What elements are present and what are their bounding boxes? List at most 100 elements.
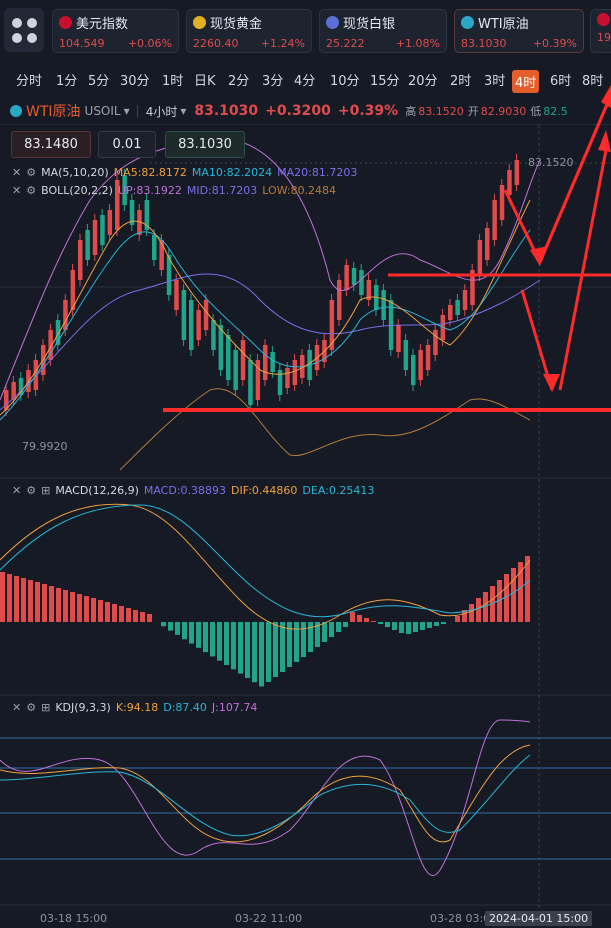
candle xyxy=(455,300,460,315)
tab-timeframe[interactable]: 10分 xyxy=(330,74,360,89)
macd-bar xyxy=(98,600,103,622)
tab-timeframe[interactable]: 4时 xyxy=(512,70,540,93)
macd-bar xyxy=(483,592,488,622)
macd-bar xyxy=(238,622,243,674)
candle xyxy=(174,280,179,310)
macd-bar xyxy=(343,622,348,627)
macd-bar xyxy=(140,612,145,622)
tab-timeframe[interactable]: 20分 xyxy=(408,74,438,89)
macd-bar xyxy=(28,580,33,622)
candle xyxy=(344,265,349,290)
grid-menu-icon[interactable] xyxy=(4,8,44,52)
ticker-name: 美元指数 xyxy=(76,17,129,32)
tab-timeframe[interactable]: 4分 xyxy=(294,74,316,89)
quantity-input[interactable]: 0.01 xyxy=(98,131,156,158)
settings-icon[interactable]: ⚙ xyxy=(26,701,37,714)
tab-timeframe[interactable]: 分时 xyxy=(16,74,43,89)
macd-value: MACD:0.38893 xyxy=(143,484,227,497)
j-value: J:107.74 xyxy=(211,701,258,714)
tab-timeframe[interactable]: 3分 xyxy=(262,74,284,89)
macd-bar xyxy=(63,590,68,622)
candle xyxy=(255,360,261,400)
candle xyxy=(122,175,127,205)
tab-timeframe[interactable]: 2分 xyxy=(228,74,250,89)
candle xyxy=(152,235,157,260)
expand-icon[interactable]: ⊞ xyxy=(41,484,51,497)
macd-bar xyxy=(273,622,278,677)
candle xyxy=(270,352,275,372)
ticker-name: 现货黄金 xyxy=(210,17,263,32)
macd-bar xyxy=(371,621,376,622)
tab-timeframe[interactable]: 5分 xyxy=(88,74,110,89)
ticker-gold[interactable]: 现货黄金 2260.40 +1.24% xyxy=(186,9,312,53)
close-icon[interactable]: ✕ xyxy=(12,166,22,179)
ticker-silver[interactable]: 现货白银 25.222 +1.08% xyxy=(319,9,447,53)
macd-bar xyxy=(217,622,222,661)
low-label: 低 xyxy=(530,105,542,118)
macd-bar xyxy=(175,622,180,635)
macd-legend: ✕ ⚙ ⊞ MACD(12,26,9) MACD:0.38893 DIF:0.4… xyxy=(12,484,374,497)
candle xyxy=(418,350,423,380)
candle xyxy=(433,330,438,355)
chevron-down-icon[interactable]: ▾ xyxy=(180,104,187,118)
ma10-value: MA10:82.2024 xyxy=(191,166,273,179)
macd-bar xyxy=(14,576,19,622)
tab-timeframe[interactable]: 6时 xyxy=(550,74,572,89)
candle xyxy=(263,345,268,380)
candle xyxy=(55,320,61,345)
candle xyxy=(492,200,497,240)
candle xyxy=(485,228,490,260)
tab-timeframe[interactable]: 2时 xyxy=(450,74,472,89)
ticker-price: 25.222 xyxy=(326,37,365,50)
candle xyxy=(107,210,113,235)
sell-price-box[interactable]: 83.1480 xyxy=(11,131,91,158)
macd-bar xyxy=(203,622,208,653)
expand-icon[interactable]: ⊞ xyxy=(41,701,51,714)
settings-icon[interactable]: ⚙ xyxy=(26,166,37,179)
settings-icon[interactable]: ⚙ xyxy=(26,484,37,497)
crosshair-date-label: 2024-04-01 15:00 xyxy=(485,911,593,926)
settings-icon[interactable]: ⚙ xyxy=(26,184,37,197)
close-icon[interactable]: ✕ xyxy=(12,184,22,197)
ticker-price: 19 xyxy=(597,31,611,44)
buy-price-box[interactable]: 83.1030 xyxy=(165,131,245,158)
boll-label: BOLL(20,2,2) xyxy=(41,184,113,197)
tab-timeframe[interactable]: 8时 xyxy=(582,74,604,89)
d-line xyxy=(0,754,531,837)
candle xyxy=(63,300,68,330)
candle xyxy=(233,350,238,390)
tab-timeframe[interactable]: 3时 xyxy=(484,74,506,89)
macd-bar xyxy=(455,616,460,622)
ma5-value: MA5:82.8172 xyxy=(113,166,187,179)
candle xyxy=(159,240,164,270)
macd-bar xyxy=(84,596,89,622)
tab-timeframe[interactable]: 30分 xyxy=(120,74,150,89)
close-icon[interactable]: ✕ xyxy=(12,701,22,714)
macd-bar xyxy=(420,622,425,630)
symbol-name[interactable]: WTI原油 xyxy=(26,104,81,120)
ticker-wti[interactable]: WTI原油 83.1030 +0.39% xyxy=(454,9,584,53)
candle xyxy=(211,320,216,350)
candle xyxy=(359,270,364,295)
gold-icon xyxy=(193,16,206,29)
close-icon[interactable]: ✕ xyxy=(12,484,22,497)
candle xyxy=(240,340,246,380)
interval-selector[interactable]: 4小时 xyxy=(145,104,178,119)
ma5-line xyxy=(0,199,531,416)
macd-bar xyxy=(462,610,467,622)
timeframe-bar: 分时 1分 5分 30分 1时 日K 2分 3分 4分 10分 15分 20分 2时 3时 4时 6时 8时 xyxy=(0,66,611,94)
ticker-dxy[interactable]: 美元指数 104.549 +0.06% xyxy=(52,9,179,53)
dea-line xyxy=(0,504,531,618)
ticker-partial[interactable]: 19 xyxy=(590,9,611,53)
tab-timeframe[interactable]: 15分 xyxy=(370,74,400,89)
tab-timeframe[interactable]: 日K xyxy=(194,74,216,89)
tab-timeframe[interactable]: 1分 xyxy=(56,74,78,89)
macd-bar xyxy=(91,598,96,622)
ticker-price: 83.1030 xyxy=(461,37,507,50)
j-line xyxy=(0,719,531,876)
candle xyxy=(203,300,209,330)
chevron-down-icon[interactable]: ▾ xyxy=(123,104,130,118)
tab-timeframe[interactable]: 1时 xyxy=(162,74,184,89)
boll-upper-line xyxy=(0,137,541,401)
